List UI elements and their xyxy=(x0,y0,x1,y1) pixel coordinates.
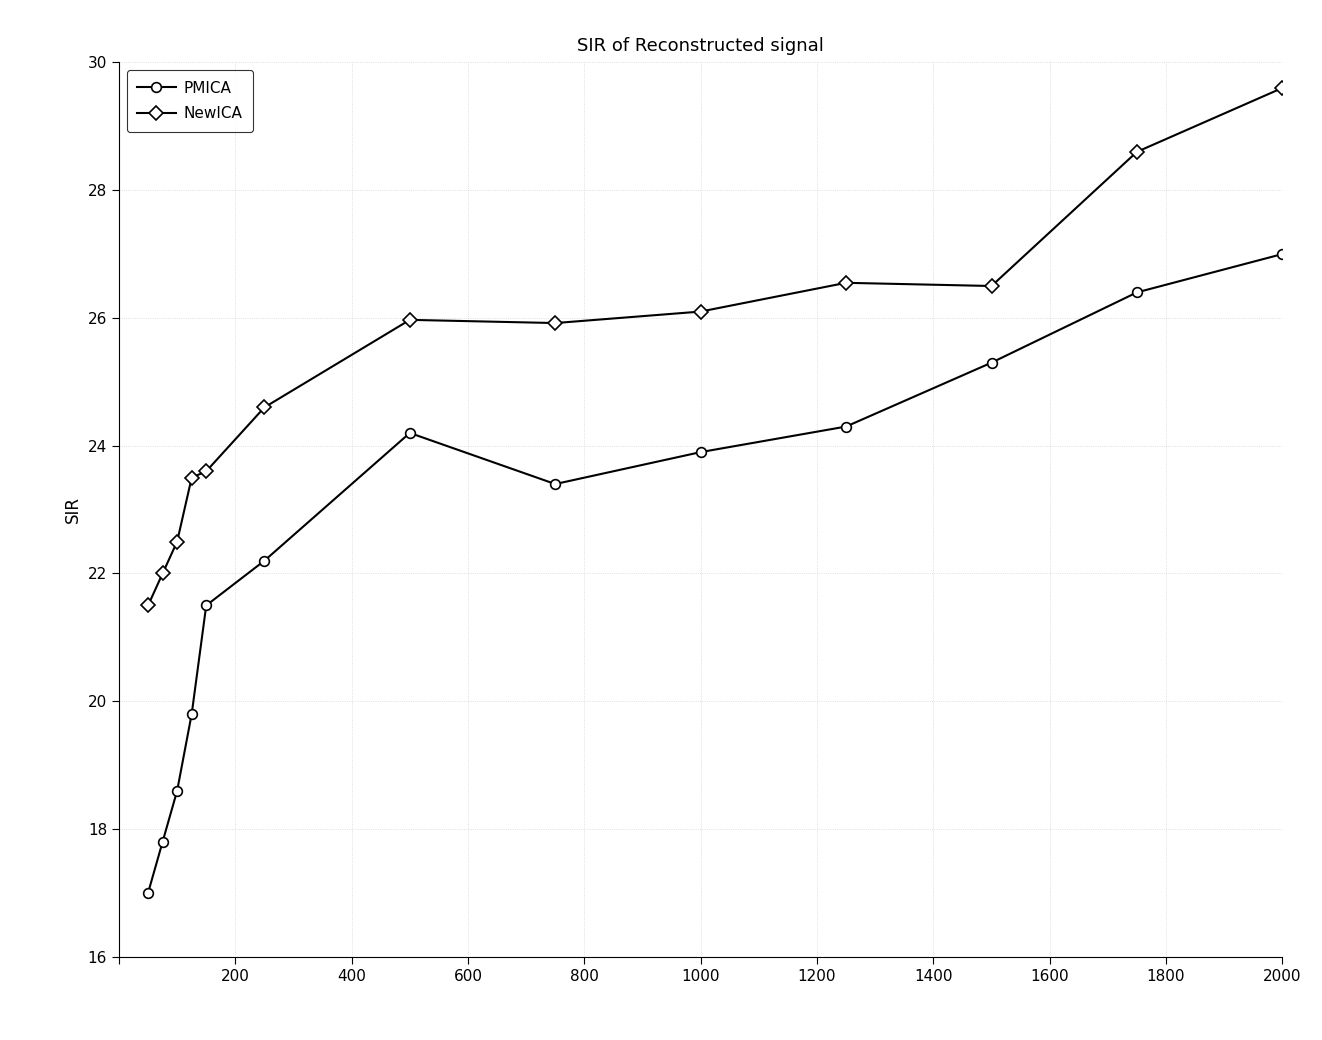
PMICA xyxy=(838,420,854,433)
NewICA xyxy=(140,599,156,612)
NewICA xyxy=(547,317,563,330)
NewICA xyxy=(984,280,999,292)
PMICA xyxy=(155,835,171,848)
NewICA xyxy=(169,536,185,548)
PMICA xyxy=(169,784,185,797)
NewICA xyxy=(1129,146,1145,158)
PMICA xyxy=(402,426,418,439)
PMICA xyxy=(140,887,156,900)
NewICA xyxy=(155,567,171,579)
PMICA xyxy=(547,477,563,490)
NewICA xyxy=(693,306,709,318)
PMICA xyxy=(984,357,999,369)
PMICA xyxy=(184,708,200,721)
Y-axis label: SIR: SIR xyxy=(65,496,82,523)
Title: SIR of Reconstructed signal: SIR of Reconstructed signal xyxy=(578,37,824,55)
Line: NewICA: NewICA xyxy=(143,83,1288,610)
PMICA xyxy=(198,599,214,612)
PMICA xyxy=(1274,248,1290,260)
PMICA xyxy=(1129,286,1145,298)
Legend: PMICA, NewICA: PMICA, NewICA xyxy=(127,70,253,132)
NewICA xyxy=(198,465,214,477)
PMICA xyxy=(693,446,709,459)
NewICA xyxy=(838,277,854,289)
NewICA xyxy=(1274,82,1290,95)
Line: PMICA: PMICA xyxy=(143,250,1288,898)
NewICA xyxy=(402,314,418,327)
NewICA xyxy=(184,471,200,484)
PMICA xyxy=(256,554,272,567)
NewICA xyxy=(256,401,272,414)
